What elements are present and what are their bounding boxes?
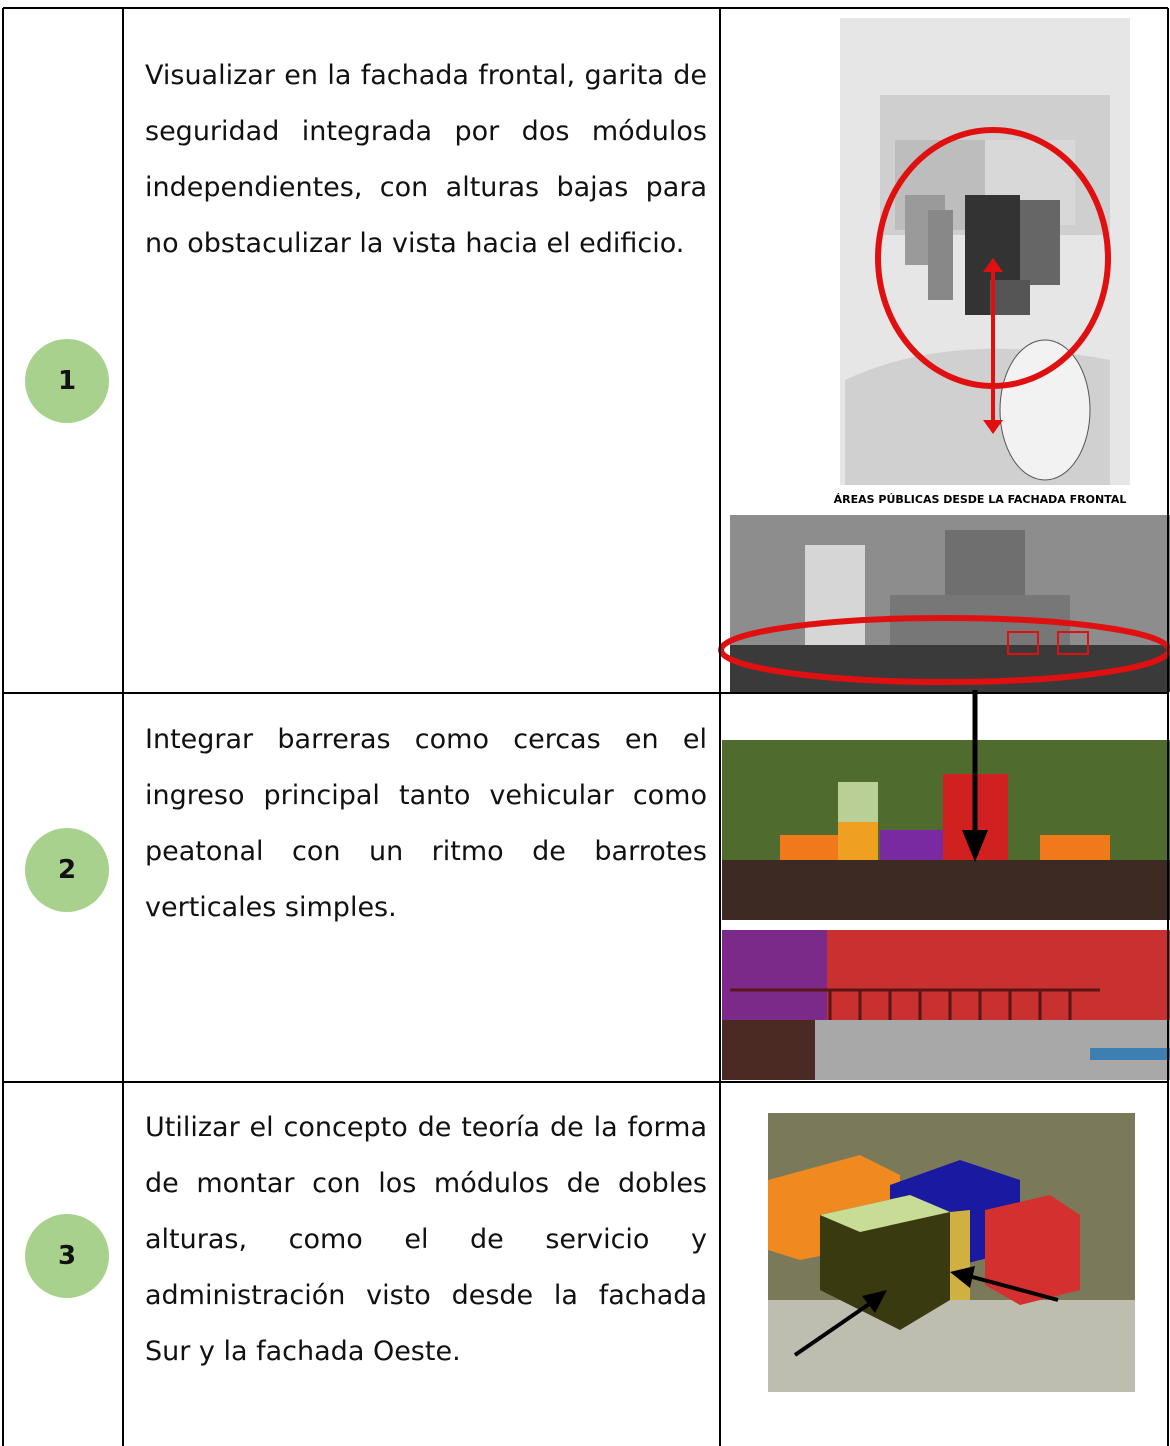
elevation-image	[718, 515, 1170, 692]
volume-image	[768, 1113, 1135, 1392]
plan-image	[840, 18, 1130, 485]
row-text: Integrar barreras como cercas en el ingr…	[145, 724, 707, 923]
row-text: Utilizar el concepto de teoría de la for…	[145, 1112, 707, 1367]
table-borders	[2, 7, 1169, 1446]
image-caption: ÁREAS PÚBLICAS DESDE LA FACHADA FRONTAL	[834, 493, 1127, 506]
row-number: 1	[25, 339, 109, 423]
row-number: 2	[25, 828, 109, 912]
fence-detail-image	[722, 930, 1170, 1080]
row-number: 3	[25, 1214, 109, 1298]
fence-image	[722, 690, 1170, 920]
row-text: Visualizar en la fachada frontal, garita…	[145, 60, 707, 259]
